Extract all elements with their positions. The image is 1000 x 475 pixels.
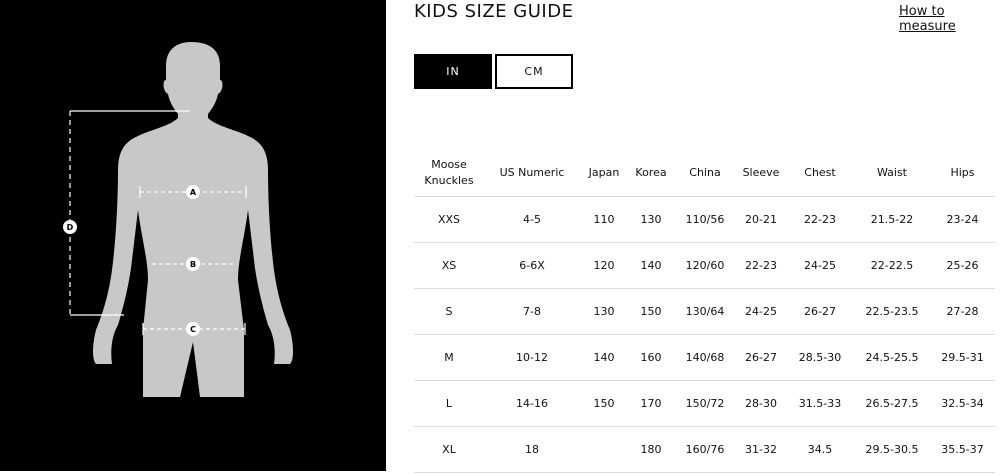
table-cell: 35.5-37: [930, 425, 995, 473]
unit-in-button[interactable]: IN: [414, 54, 492, 89]
table-cell: 130/64: [674, 287, 736, 334]
table-cell: 14-16: [484, 379, 580, 426]
body-silhouette: A B C D: [63, 42, 293, 397]
table-cell: 150/72: [674, 379, 736, 426]
table-cell: 120/60: [674, 241, 736, 288]
table-cell: 22-23: [736, 241, 786, 288]
table-cell: 24-25: [736, 287, 786, 334]
silhouette: [93, 42, 293, 397]
table-cell: 150: [628, 287, 674, 334]
column-header: Moose Knuckles: [424, 157, 474, 187]
marker-c: [186, 322, 200, 336]
label-c: C: [190, 325, 196, 334]
label-d: D: [67, 223, 74, 232]
column-header: China: [689, 165, 721, 179]
table-cell: 4-5: [484, 195, 580, 242]
table-cell: 22-23: [786, 195, 854, 242]
table-cell: 120: [580, 241, 628, 288]
table-cell: 27-28: [930, 287, 995, 334]
table-cell: 10-12: [484, 333, 580, 380]
table-cell: 22.5-23.5: [854, 287, 930, 334]
column-header: Sleeve: [742, 165, 780, 179]
table-cell: 31-32: [736, 425, 786, 473]
table-cell: 140: [628, 241, 674, 288]
table-cell: [580, 425, 628, 473]
table-cell: 180: [628, 425, 674, 473]
measurement-figure: A B C D: [0, 0, 386, 471]
table-cell: 22-22.5: [854, 241, 930, 288]
table-cell: 6-6X: [484, 241, 580, 288]
table-header-row: Moose Knuckles US Numeric Japan Korea China S…: [414, 150, 995, 196]
marker-b: [186, 257, 200, 271]
table-cell: M: [414, 333, 484, 380]
page-title: KIDS SIZE GUIDE: [414, 1, 574, 22]
column-header: Waist: [876, 165, 907, 179]
table-cell: 28-30: [736, 379, 786, 426]
table-row: XL 18 180 160/76 31-32 34.5 29.5-30.5 35.5-37: [414, 425, 995, 473]
column-header: Chest: [804, 165, 836, 179]
table-cell: 26.5-27.5: [854, 379, 930, 426]
table-cell: 32.5-34: [930, 379, 995, 426]
table-cell: 23-24: [930, 195, 995, 242]
table-row: S 7-8 130 150 130/64 24-25 26-27 22.5-23.5 27-28: [414, 287, 995, 334]
table-cell: 20-21: [736, 195, 786, 242]
table-cell: 25-26: [930, 241, 995, 288]
table-cell: 170: [628, 379, 674, 426]
table-cell: XL: [414, 425, 484, 473]
how-to-measure-link[interactable]: How to measure: [899, 4, 956, 34]
table-cell: 110: [580, 195, 628, 242]
table-cell: 21.5-22: [854, 195, 930, 242]
table-cell: 160: [628, 333, 674, 380]
marker-d: [63, 220, 77, 234]
table-cell: 160/76: [674, 425, 736, 473]
marker-a: [186, 185, 200, 199]
column-header: Hips: [950, 165, 975, 179]
table-cell: 140: [580, 333, 628, 380]
label-b: B: [190, 260, 196, 269]
table-cell: 150: [580, 379, 628, 426]
table-cell: 31.5-33: [786, 379, 854, 426]
table-row: M 10-12 140 160 140/68 26-27 28.5-30 24.5-25.5 2…: [414, 333, 995, 380]
table-cell: 24.5-25.5: [854, 333, 930, 380]
table-row: XXS 4-5 110 130 110/56 20-21 22-23 21.5-22 23-24: [414, 195, 995, 242]
table-row: L 14-16 150 170 150/72 28-30 31.5-33 26.5-27.5 3…: [414, 379, 995, 426]
table-cell: XXS: [414, 195, 484, 242]
table-cell: XS: [414, 241, 484, 288]
table-cell: 7-8: [484, 287, 580, 334]
table-cell: 140/68: [674, 333, 736, 380]
table-cell: 29.5-31: [930, 333, 995, 380]
table-cell: 29.5-30.5: [854, 425, 930, 473]
table-row: XS 6-6X 120 140 120/60 22-23 24-25 22-22.5 25-26: [414, 241, 995, 288]
table-cell: L: [414, 379, 484, 426]
table-cell: 26-27: [786, 287, 854, 334]
column-header: US Numeric: [499, 165, 565, 179]
table-cell: 28.5-30: [786, 333, 854, 380]
table-cell: 26-27: [736, 333, 786, 380]
table-cell: 24-25: [786, 241, 854, 288]
label-a: A: [190, 188, 197, 197]
table-cell: 130: [628, 195, 674, 242]
column-header: Korea: [635, 165, 667, 179]
unit-cm-button[interactable]: CM: [495, 54, 573, 89]
table-cell: 34.5: [786, 425, 854, 473]
table-cell: S: [414, 287, 484, 334]
table-cell: 130: [580, 287, 628, 334]
table-cell: 18: [484, 425, 580, 473]
size-table: Moose Knuckles US Numeric Japan Korea China S…: [414, 150, 995, 473]
column-header: Japan: [588, 165, 620, 179]
table-cell: 110/56: [674, 195, 736, 242]
